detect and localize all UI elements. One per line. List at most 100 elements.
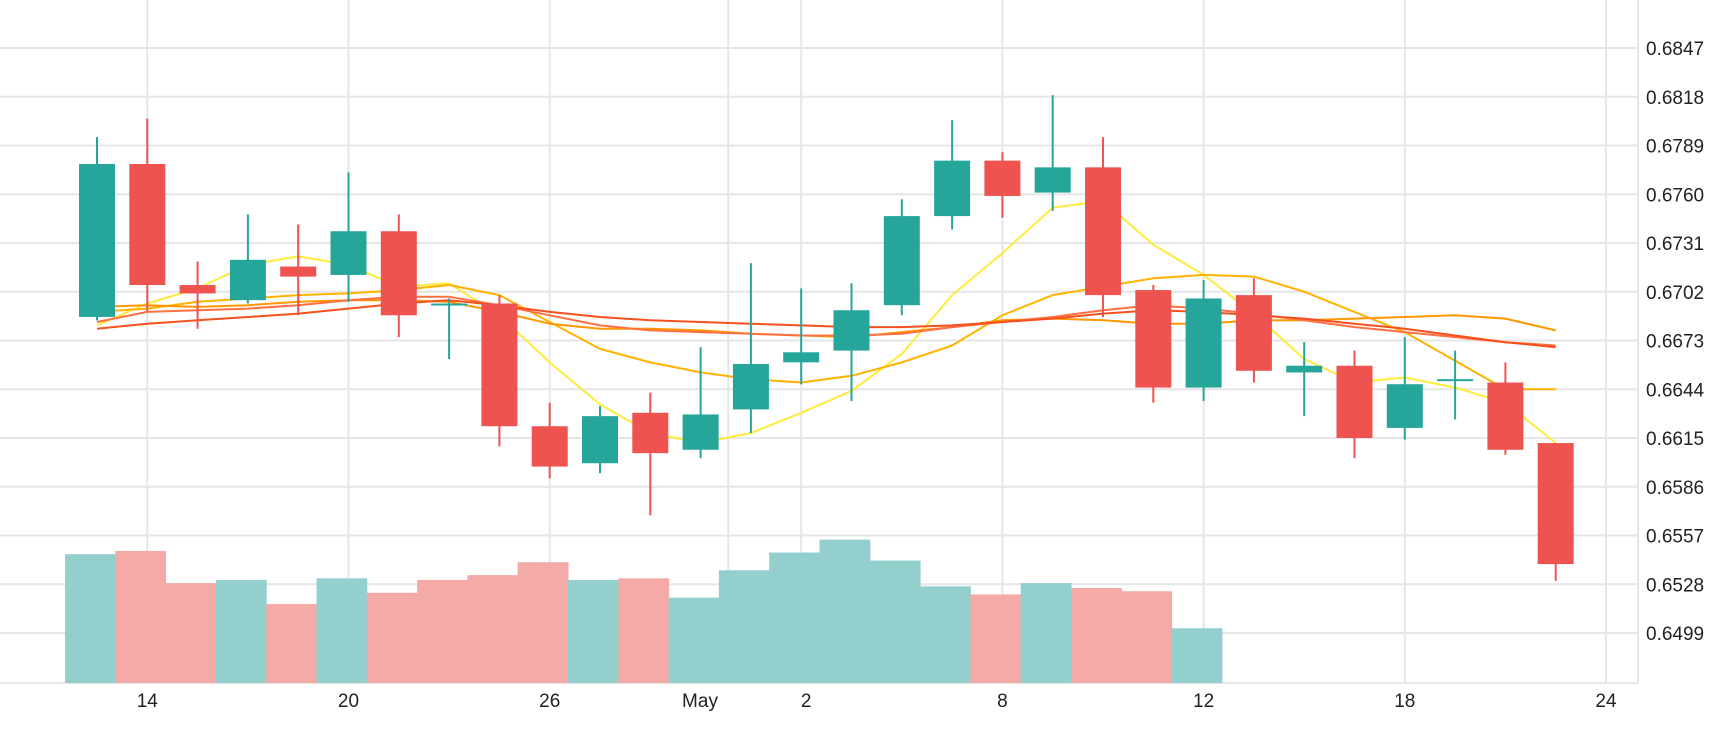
candle <box>1085 137 1121 317</box>
candle <box>732 263 769 433</box>
moving-average-line <box>96 299 1556 349</box>
candle-body <box>732 364 769 410</box>
candle <box>129 118 166 312</box>
volume-bar <box>1020 583 1072 683</box>
candle <box>280 224 317 316</box>
moving-average-line <box>96 295 1556 347</box>
candle-body <box>1085 167 1121 296</box>
candle <box>1185 279 1222 402</box>
candle-body <box>1336 365 1373 438</box>
volume-bar <box>266 604 317 683</box>
candle <box>1286 342 1323 417</box>
candle-body <box>1135 290 1172 388</box>
y-tick-label: 0.6760 <box>1646 185 1704 206</box>
candle-body <box>1286 365 1323 373</box>
candle-body <box>380 231 417 316</box>
candle-body <box>582 416 618 464</box>
candle-body <box>280 266 317 277</box>
candle <box>1336 350 1373 459</box>
volume-bar <box>1071 587 1122 683</box>
candle <box>833 283 870 402</box>
candle <box>481 295 518 447</box>
volume-bar <box>618 578 670 683</box>
x-axis: 14 20 26 May 2 8 12 18 24 <box>137 691 1617 712</box>
candle-body <box>1185 298 1222 388</box>
y-tick-label: 0.6615 <box>1646 429 1704 450</box>
candle-body <box>883 216 920 306</box>
y-tick-label: 0.6818 <box>1646 88 1704 109</box>
candle <box>1537 443 1574 581</box>
volume-bar <box>165 583 217 683</box>
candle-body <box>1537 443 1574 565</box>
candle <box>431 298 468 359</box>
x-tick-label: 20 <box>338 691 359 712</box>
y-tick-label: 0.6586 <box>1646 478 1704 499</box>
candle-body <box>481 303 518 427</box>
candle <box>229 214 266 304</box>
x-tick-label: May <box>682 691 718 712</box>
volume-bar <box>869 560 921 683</box>
y-tick-label: 0.6557 <box>1646 527 1704 548</box>
candle-body <box>632 412 669 454</box>
candle-body <box>1386 384 1423 428</box>
volume-bar <box>568 579 619 683</box>
volume-bar <box>718 570 770 683</box>
candle-body <box>833 310 870 351</box>
candle <box>783 288 820 385</box>
candle <box>1386 337 1423 440</box>
y-tick-label: 0.6847 <box>1646 39 1704 60</box>
candle <box>79 137 115 321</box>
candle-body <box>330 231 367 275</box>
candle <box>380 214 417 338</box>
y-tick-label: 0.6789 <box>1646 137 1704 158</box>
moving-average-line <box>96 273 1556 391</box>
candle-body <box>229 259 266 301</box>
candle <box>1135 285 1172 403</box>
volume-bar <box>517 562 569 683</box>
candle <box>1235 278 1272 383</box>
candles <box>79 95 1574 581</box>
candle-body <box>934 160 971 217</box>
candle <box>984 152 1021 218</box>
candle <box>179 261 216 329</box>
y-axis: 0.6847 0.6818 0.6789 0.6760 0.6731 0.6702 0.66… <box>1646 39 1705 645</box>
candle <box>934 120 971 230</box>
candle <box>883 199 920 316</box>
volume-bar <box>366 592 418 683</box>
candle-body <box>1487 382 1524 450</box>
x-tick-label: 2 <box>801 691 812 712</box>
candle-body <box>682 414 719 450</box>
volume-bar <box>819 539 871 683</box>
volume-bar <box>920 586 971 683</box>
y-tick-label: 0.6644 <box>1646 380 1705 401</box>
candle <box>1487 362 1524 455</box>
x-tick-label: 8 <box>997 691 1008 712</box>
volume-bar <box>467 575 519 683</box>
volume-bar <box>65 554 116 683</box>
candle-body <box>984 160 1021 196</box>
x-tick-label: 18 <box>1394 691 1415 712</box>
candle <box>1034 95 1071 212</box>
volume-bar <box>1171 628 1223 683</box>
candle <box>1437 350 1474 420</box>
y-tick-label: 0.6702 <box>1646 283 1704 304</box>
volume-bar <box>417 579 468 683</box>
y-tick-label: 0.6731 <box>1646 234 1704 255</box>
x-tick-label: 24 <box>1595 691 1617 712</box>
y-tick-label: 0.6499 <box>1646 624 1704 645</box>
candle <box>330 172 367 302</box>
volume-bar <box>316 578 368 683</box>
y-tick-label: 0.6673 <box>1646 332 1704 353</box>
candle-body <box>531 426 568 467</box>
volume-bar <box>215 579 267 683</box>
volume-bar <box>1121 591 1173 683</box>
candle-body <box>1034 167 1071 193</box>
x-tick-label: 26 <box>539 691 560 712</box>
candle-body <box>1235 295 1272 371</box>
candle <box>632 392 669 516</box>
candle <box>531 402 568 479</box>
candle-body <box>783 352 820 363</box>
volume-bar <box>769 552 820 683</box>
x-tick-label: 14 <box>137 691 159 712</box>
